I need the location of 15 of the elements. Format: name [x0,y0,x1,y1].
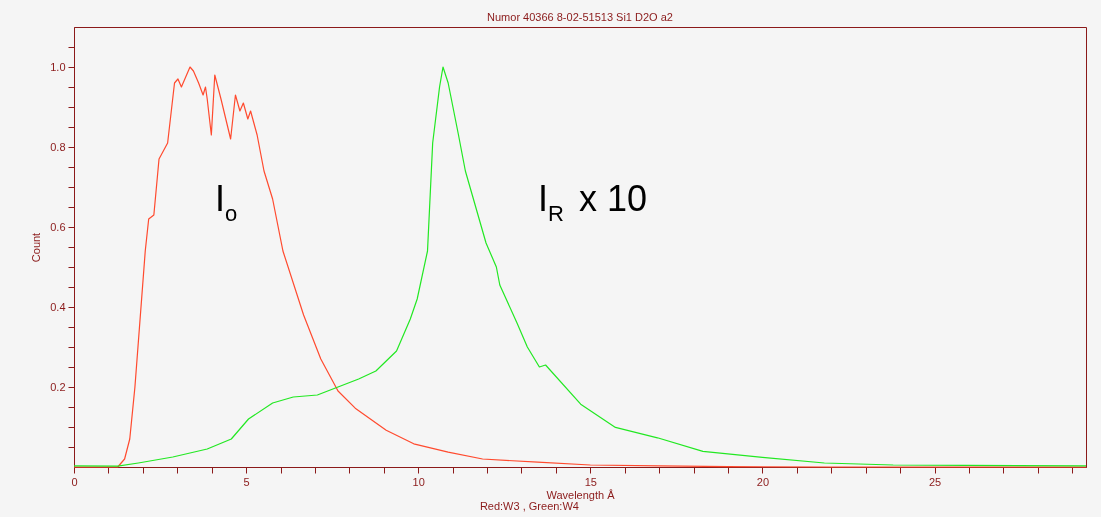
x-tick-label: 15 [584,475,597,488]
text: Red:W3 , Green:W4 [479,500,579,512]
x-tick-label: 10 [412,475,425,488]
y-tick-label: 0.8 [50,140,66,153]
x-tick-label: 20 [756,475,770,488]
y-tick-label: 0.6 [50,220,66,233]
y-axis-title: Count [30,232,43,263]
chart-title: Numor 40366 8-02-51513 Si1 D2O a2 [487,11,673,23]
y-tick-label: 0.2 [50,380,66,393]
x-tick-label: 25 [928,475,942,488]
y-tick-label: 0.4 [50,300,66,313]
x-tick-label: 0 [71,475,78,488]
x-axis-title: Wavelength Å [546,488,616,501]
x-tick-label: 5 [243,475,250,488]
y-tick-label: 1.0 [50,60,66,73]
